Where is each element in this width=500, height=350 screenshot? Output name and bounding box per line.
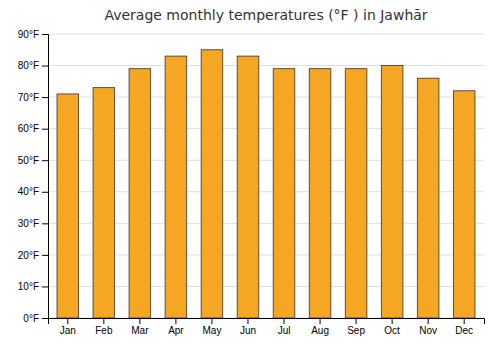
tick-label: 40°F	[18, 186, 39, 197]
grid	[48, 34, 484, 318]
bars	[57, 50, 475, 318]
tick-label: 90°F	[18, 29, 39, 40]
tick-mark	[139, 318, 140, 324]
tick-mark	[42, 223, 48, 224]
tick-mark	[211, 318, 212, 324]
tick-mark	[464, 318, 465, 324]
x-tick: Jun	[240, 318, 256, 336]
bar	[417, 78, 439, 318]
grid-line	[48, 65, 484, 66]
tick-label: Feb	[95, 325, 113, 336]
tick-mark	[247, 318, 248, 324]
grid-line	[48, 34, 484, 35]
bar	[237, 56, 259, 318]
tick-label: 50°F	[18, 155, 39, 166]
bar	[129, 69, 151, 318]
x-tick: Sep	[347, 318, 365, 336]
y-tick: 20°F	[18, 250, 48, 261]
y-tick: 90°F	[18, 29, 48, 40]
tick-label: 30°F	[18, 218, 39, 229]
x-tick: Oct	[384, 318, 400, 336]
tick-mark	[284, 318, 285, 324]
tick-mark	[356, 318, 357, 324]
x-tick: Feb	[95, 318, 113, 336]
tick-mark	[42, 129, 48, 130]
tick-label: Apr	[168, 325, 184, 336]
tick-label: Dec	[455, 325, 473, 336]
tick-mark	[42, 160, 48, 161]
y-tick: 0°F	[23, 313, 48, 324]
tick-mark	[42, 255, 48, 256]
x-tick: May	[202, 318, 221, 336]
tick-label: Jan	[60, 325, 76, 336]
tick-label: May	[202, 325, 221, 336]
tick-label: 60°F	[18, 123, 39, 134]
y-tick: 30°F	[18, 218, 48, 229]
plot: 0°F 10°F 20°F 30°F 40°F 50°F 60°F 70°F 80°F 90°F J…	[18, 29, 485, 336]
tick-mark	[392, 318, 393, 324]
x-tick: Apr	[168, 318, 184, 336]
tick-label: Jun	[240, 325, 256, 336]
bar	[381, 66, 403, 318]
tick-label: 10°F	[18, 281, 39, 292]
x-tick: Dec	[455, 318, 473, 336]
bar	[93, 88, 115, 318]
x-axis: Jan Feb Mar Apr May Jun Jul Aug Sep Oct Nov Dec	[49, 318, 485, 336]
chart: 0°F 10°F 20°F 30°F 40°F 50°F 60°F 70°F 80°F 90°F J…	[0, 0, 500, 350]
bar	[309, 69, 331, 318]
tick-mark	[320, 318, 321, 324]
tick-mark	[42, 66, 48, 67]
y-tick: 70°F	[18, 92, 48, 103]
x-tick: Jan	[60, 318, 76, 336]
y-tick: 10°F	[18, 281, 48, 292]
x-tick: Mar	[131, 318, 149, 336]
bar	[165, 56, 187, 318]
tick-label: Oct	[384, 325, 400, 336]
bar	[57, 94, 79, 318]
x-tick: Aug	[311, 318, 329, 336]
tick-mark	[175, 318, 176, 324]
axis-line	[49, 319, 485, 325]
tick-mark	[42, 192, 48, 193]
tick-mark	[42, 318, 48, 319]
bar	[273, 69, 295, 318]
tick-mark	[42, 34, 48, 35]
tick-label: 0°F	[23, 313, 39, 324]
y-tick: 50°F	[18, 155, 48, 166]
bar	[345, 69, 367, 318]
y-tick: 80°F	[18, 60, 48, 71]
tick-label: 80°F	[18, 60, 39, 71]
tick-label: Mar	[131, 325, 149, 336]
tick-label: Sep	[347, 325, 365, 336]
bar	[453, 91, 475, 318]
y-tick: 60°F	[18, 123, 48, 134]
y-axis: 0°F 10°F 20°F 30°F 40°F 50°F 60°F 70°F 80°F 90°F	[18, 29, 49, 324]
tick-mark	[42, 97, 48, 98]
tick-label: Jul	[278, 325, 291, 336]
y-tick: 40°F	[18, 186, 48, 197]
tick-mark	[103, 318, 104, 324]
title: Average monthly temperatures (°F ) in Ja…	[104, 7, 427, 23]
tick-mark	[428, 318, 429, 324]
bar	[201, 50, 223, 318]
tick-label: 70°F	[18, 92, 39, 103]
tick-label: Nov	[419, 325, 437, 336]
tick-mark	[67, 318, 68, 324]
axis-line	[42, 35, 49, 319]
tick-mark	[42, 286, 48, 287]
tick-label: 20°F	[18, 250, 39, 261]
x-tick: Jul	[278, 318, 291, 336]
tick-label: Aug	[311, 325, 329, 336]
x-tick: Nov	[419, 318, 437, 336]
